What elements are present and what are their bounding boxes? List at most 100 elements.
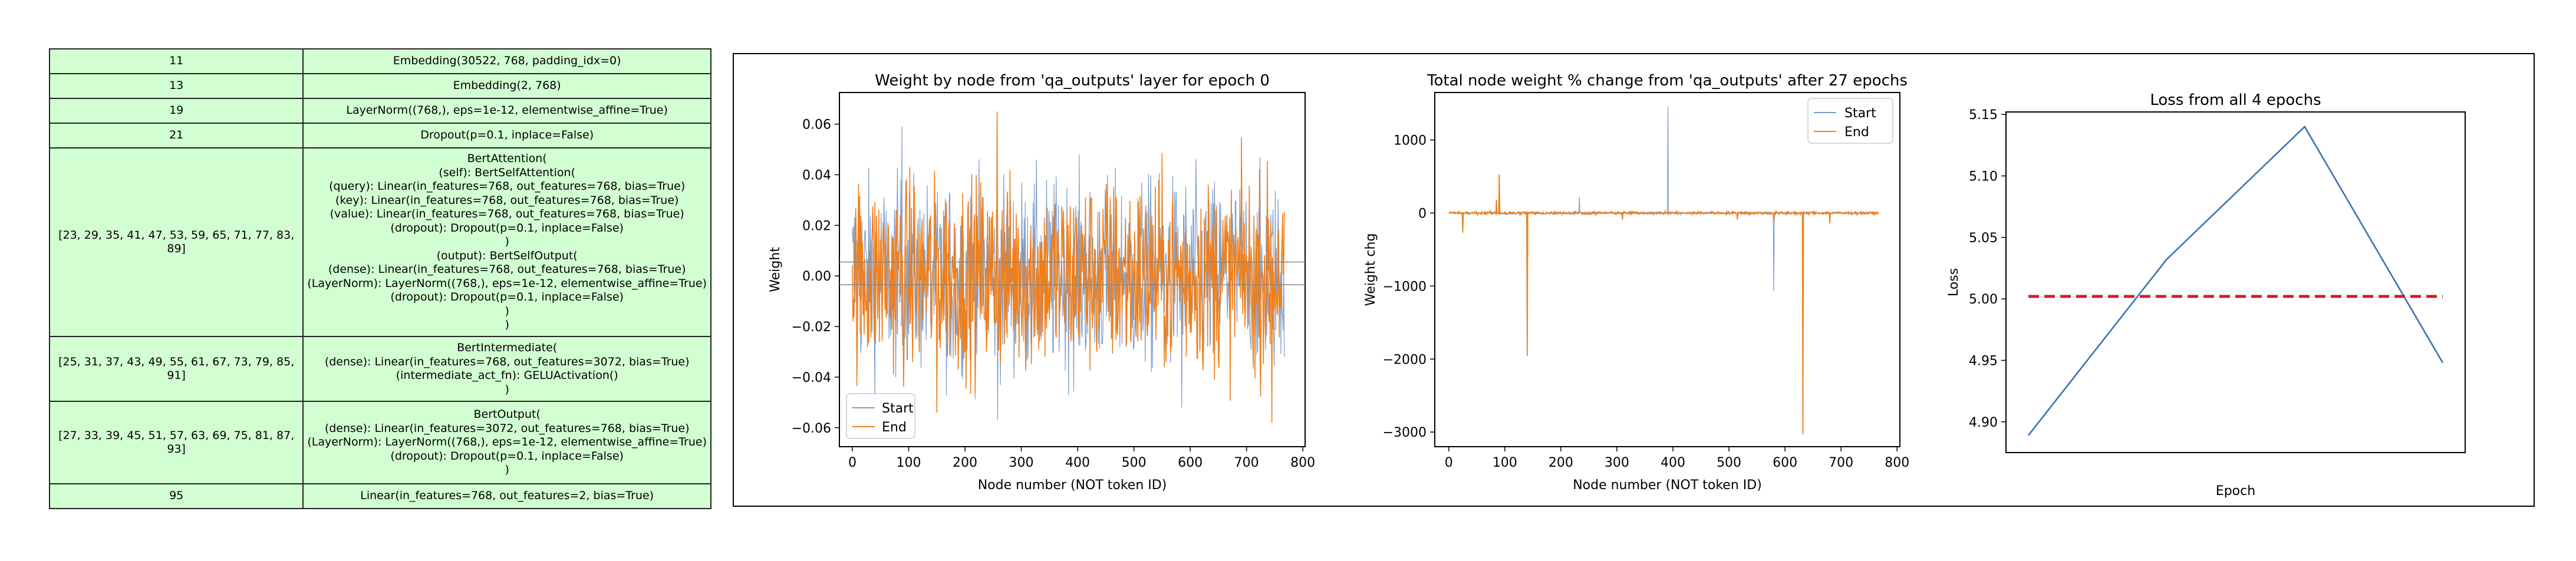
- x-tick-label: 100: [896, 456, 921, 470]
- y-axis-label: Weight: [768, 247, 783, 292]
- table-row: 95 Linear(in_features=768, out_features=2…: [48, 483, 711, 509]
- series-line-start: [1448, 106, 1879, 432]
- x-tick-label: 300: [1009, 456, 1034, 470]
- module-line: (dropout): Dropout(p=0.1, inplace=False): [390, 221, 624, 235]
- table-cell-module: LayerNorm((768,), eps=1e-12, elementwise…: [302, 98, 711, 124]
- module-line: (dense): Linear(in_features=768, out_fea…: [328, 263, 686, 276]
- table-row: 19 LayerNorm((768,), eps=1e-12, elementwi…: [48, 98, 711, 124]
- y-tick-label: −3000: [1383, 425, 1427, 440]
- legend-label: End: [1844, 125, 1869, 140]
- module-line: LayerNorm((768,), eps=1e-12, elementwise…: [346, 104, 668, 117]
- y-tick-label: −0.04: [792, 371, 831, 385]
- x-tick-label: 400: [1065, 456, 1090, 470]
- module-line: (LayerNorm): LayerNorm((768,), eps=1e-12…: [307, 435, 707, 449]
- chart-title: Loss from all 4 epochs: [2150, 91, 2321, 109]
- module-line: (intermediate_act_fn): GELUActivation(): [396, 369, 618, 382]
- x-tick-label: 100: [1493, 456, 1517, 470]
- plot-area: [2005, 111, 2466, 453]
- series-line-end: [852, 111, 1285, 423]
- x-axis-label: Node number (NOT token ID): [978, 478, 1167, 493]
- module-line: ): [505, 318, 509, 332]
- y-tick-label: −2000: [1383, 352, 1427, 367]
- x-tick-label: 500: [1717, 456, 1741, 470]
- legend-label: Start: [1844, 106, 1876, 121]
- y-axis-label: Weight chg: [1363, 233, 1378, 306]
- table-cell-layer-ids: [27, 33, 39, 45, 51, 57, 63, 69, 75, 81,…: [48, 401, 304, 484]
- module-line: BertOutput(: [473, 408, 541, 421]
- y-tick-label: −1000: [1383, 279, 1427, 294]
- plot-area: [1434, 92, 1900, 447]
- x-tick-label: 400: [1661, 456, 1685, 470]
- x-axis-label: Epoch: [2216, 484, 2255, 499]
- x-tick-label: 600: [1773, 456, 1797, 470]
- table-cell-module: Embedding(30522, 768, padding_idx=0): [302, 48, 711, 74]
- table-row: [25, 31, 37, 43, 49, 55, 61, 67, 73, 79,…: [48, 336, 711, 402]
- module-line: (value): Linear(in_features=768, out_fea…: [330, 207, 684, 221]
- module-line: BertAttention(: [467, 152, 547, 166]
- module-line: BertIntermediate(: [457, 341, 558, 354]
- y-tick-label: 0.04: [802, 169, 831, 183]
- module-line: Dropout(p=0.1, inplace=False): [420, 128, 594, 142]
- table-row: 11 Embedding(30522, 768, padding_idx=0): [48, 48, 711, 74]
- module-line: ): [505, 463, 509, 477]
- table-row: [23, 29, 35, 41, 47, 53, 59, 65, 71, 77,…: [48, 147, 711, 337]
- table-cell-module: BertOutput((dense): Linear(in_features=3…: [302, 401, 711, 484]
- x-tick-label: 700: [1234, 456, 1259, 470]
- y-tick-label: 5.05: [1969, 231, 1998, 246]
- chart-title: Total node weight % change from 'qa_outp…: [1427, 72, 1908, 90]
- module-line: (LayerNorm): LayerNorm((768,), eps=1e-12…: [307, 276, 707, 290]
- y-tick-label: 1000: [1394, 134, 1427, 148]
- module-line: (query): Linear(in_features=768, out_fea…: [329, 180, 686, 193]
- y-tick-label: 0.00: [802, 269, 831, 284]
- table-row: 13 Embedding(2, 768): [48, 73, 711, 99]
- legend-label: Start: [882, 401, 914, 416]
- table-cell-layer-ids: 21: [48, 123, 304, 148]
- module-line: (output): BertSelfOutput(: [436, 249, 578, 262]
- table-cell-module: BertIntermediate((dense): Linear(in_feat…: [302, 336, 711, 402]
- y-tick-label: 5.10: [1969, 170, 1998, 184]
- y-tick-label: 0.02: [802, 219, 831, 233]
- table-row: [27, 33, 39, 45, 51, 57, 63, 69, 75, 81,…: [48, 401, 711, 484]
- x-tick-label: 300: [1605, 456, 1629, 470]
- module-line: ): [505, 382, 509, 396]
- table-row: 21 Dropout(p=0.1, inplace=False): [48, 123, 711, 148]
- y-tick-label: 0.06: [802, 118, 831, 133]
- module-line: Embedding(30522, 768, padding_idx=0): [393, 54, 621, 68]
- x-tick-label: 800: [1885, 456, 1909, 470]
- x-tick-label: 600: [1178, 456, 1203, 470]
- module-line: (dropout): Dropout(p=0.1, inplace=False): [390, 291, 624, 304]
- table-cell-layer-ids: 95: [48, 483, 304, 509]
- module-line: (dropout): Dropout(p=0.1, inplace=False): [390, 449, 624, 463]
- x-tick-label: 200: [953, 456, 977, 470]
- x-tick-label: 0: [848, 456, 857, 470]
- y-axis-label: Loss: [1946, 268, 1961, 296]
- layer-table-body: 11 Embedding(30522, 768, padding_idx=0) 13…: [48, 48, 711, 509]
- chart-title: Weight by node from 'qa_outputs' layer f…: [875, 72, 1270, 90]
- table-cell-module: Embedding(2, 768): [302, 73, 711, 99]
- table-cell-layer-ids: 19: [48, 98, 304, 124]
- x-tick-label: 0: [1445, 456, 1453, 470]
- module-line: Linear(in_features=768, out_features=2, …: [360, 489, 654, 503]
- x-tick-label: 800: [1290, 456, 1315, 470]
- y-tick-label: −0.02: [792, 320, 831, 335]
- series-line-end: [1448, 174, 1879, 434]
- y-tick-label: −0.06: [792, 421, 831, 436]
- figure-frame: [733, 53, 2535, 507]
- table-cell-layer-ids: 11: [48, 48, 304, 74]
- module-line: Embedding(2, 768): [453, 79, 561, 93]
- module-line: ): [505, 304, 509, 318]
- table-cell-module: BertAttention((self): BertSelfAttention(…: [302, 147, 711, 337]
- module-line: (dense): Linear(in_features=3072, out_fe…: [324, 421, 690, 435]
- module-line: (dense): Linear(in_features=768, out_fea…: [324, 355, 690, 368]
- y-tick-label: 0: [1418, 206, 1427, 221]
- y-tick-label: 5.15: [1969, 108, 1998, 123]
- y-tick-label: 4.95: [1969, 354, 1998, 369]
- module-line: (key): Linear(in_features=768, out_featu…: [335, 193, 679, 207]
- plot-area: [839, 92, 1306, 447]
- x-tick-label: 200: [1549, 456, 1573, 470]
- table-cell-module: Dropout(p=0.1, inplace=False): [302, 123, 711, 148]
- x-tick-label: 500: [1122, 456, 1147, 470]
- y-tick-label: 4.90: [1969, 415, 1998, 430]
- y-tick-label: 5.00: [1969, 292, 1998, 307]
